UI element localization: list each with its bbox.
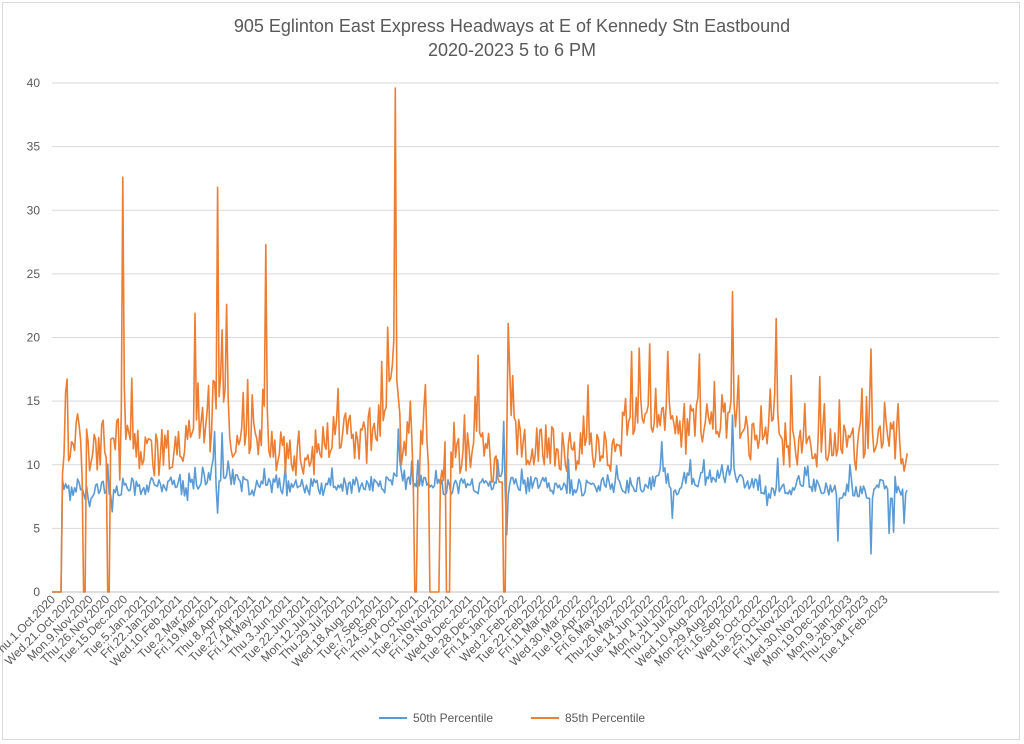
y-tick-label: 35 xyxy=(27,140,41,154)
legend: 50th Percentile 85th Percentile xyxy=(0,711,1024,725)
legend-item-50th: 50th Percentile xyxy=(378,711,493,725)
y-axis-ticks: 0 5 10 15 20 25 30 35 40 xyxy=(27,76,41,599)
y-tick-label: 10 xyxy=(27,458,41,472)
y-tick-label: 15 xyxy=(27,394,41,408)
y-tick-label: 30 xyxy=(27,203,41,217)
legend-label-50th: 50th Percentile xyxy=(412,711,493,725)
chart-title: 905 Eglinton East Express Headways at E … xyxy=(0,14,1024,62)
x-axis-ticks: Thu.1.Oct.2020Wed.21.Oct.2020Mon.9.Nov.2… xyxy=(0,592,891,670)
legend-item-85th: 85th Percentile xyxy=(531,711,645,725)
legend-swatch-50th xyxy=(378,717,407,719)
series-lines xyxy=(52,87,908,593)
y-tick-label: 20 xyxy=(27,331,41,345)
y-tick-label: 0 xyxy=(33,585,40,599)
title-line-2: 2020-2023 5 to 6 PM xyxy=(427,40,597,60)
series-line-50th xyxy=(52,414,908,593)
y-tick-label: 25 xyxy=(27,267,41,281)
y-tick-label: 5 xyxy=(33,521,40,535)
legend-label-85th: 85th Percentile xyxy=(565,711,646,725)
legend-swatch-85th xyxy=(531,717,559,719)
title-line-1: 905 Eglinton East Express Headways at E … xyxy=(233,16,791,36)
y-tick-label: 40 xyxy=(27,76,41,90)
series-line-85th xyxy=(52,87,908,593)
